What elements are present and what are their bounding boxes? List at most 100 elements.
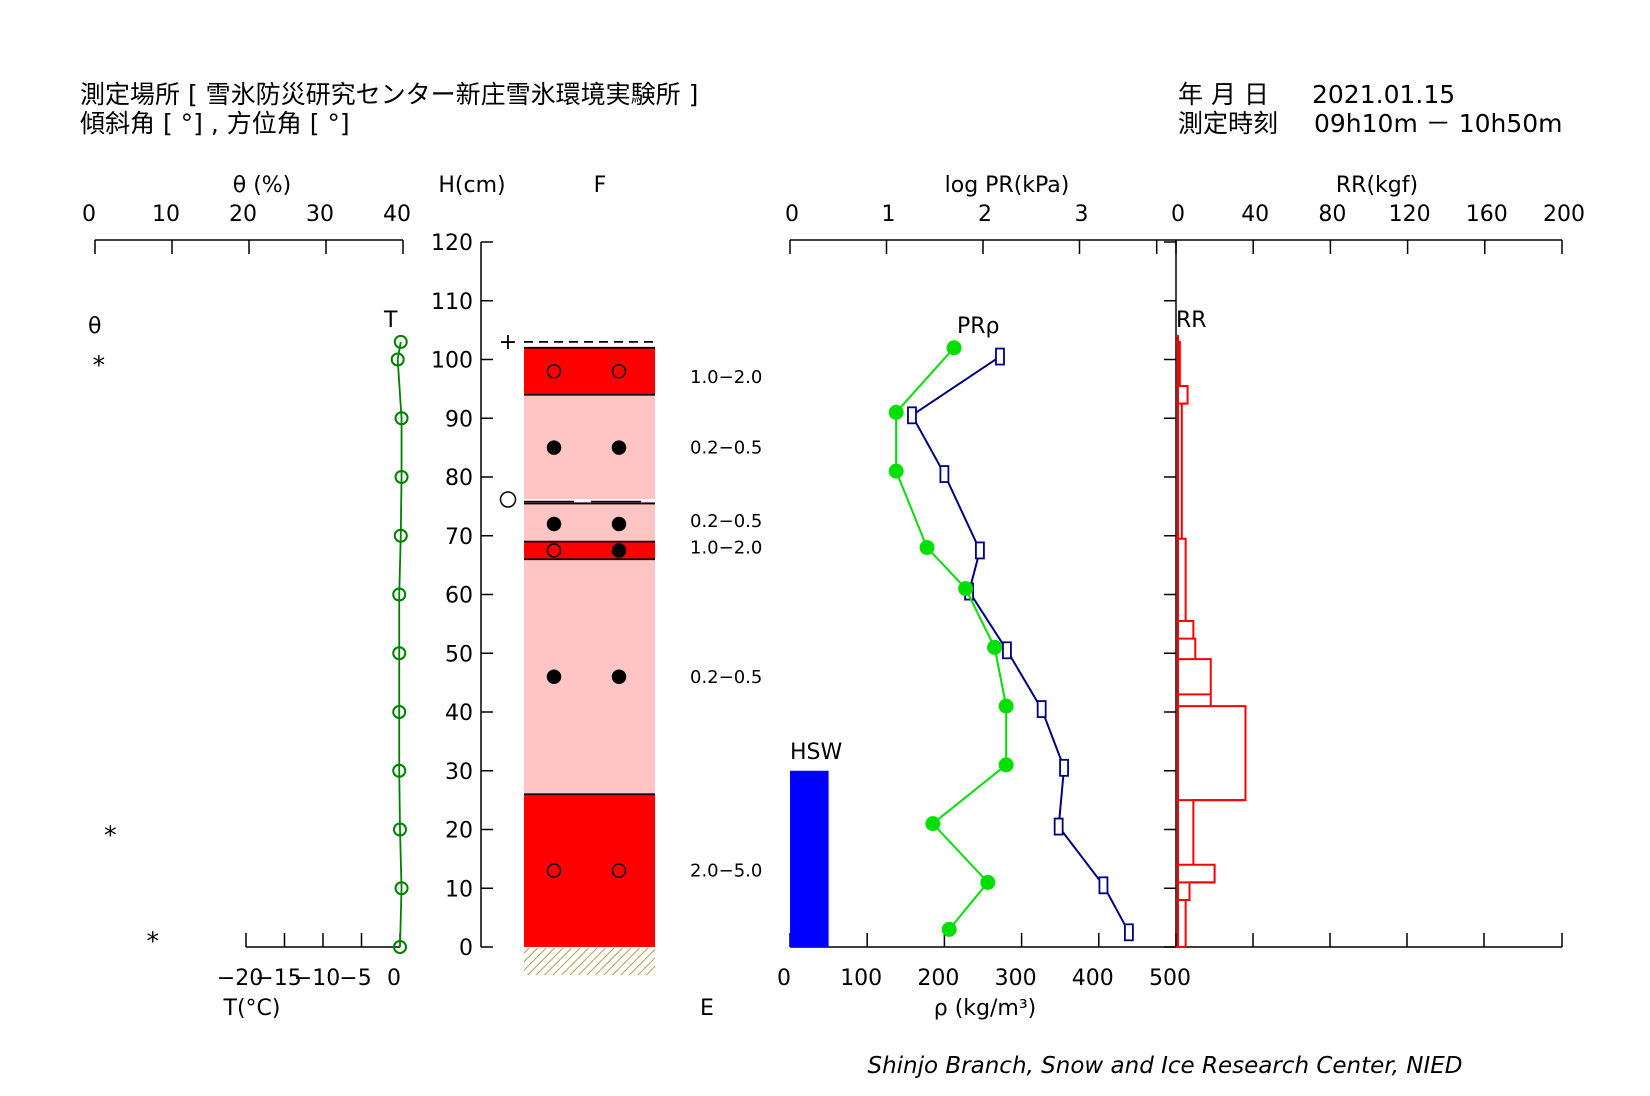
snow-layer: [524, 794, 655, 947]
temperature-point: [393, 528, 408, 543]
credit: Shinjo Branch, Snow and Ice Research Cen…: [867, 1053, 1462, 1079]
moisture-tick-label: 0: [82, 202, 96, 227]
height-tick-label: 100: [431, 349, 473, 374]
height-tick-label: 40: [445, 701, 473, 726]
grain-open-circle: [546, 543, 562, 558]
temperature-point: [393, 334, 408, 349]
svg-text:測定場所 [ 雪氷防災研究センター新庄雪氷環境実験所 ]: 測定場所 [ 雪氷防災研究センター新庄雪氷環境実験所 ]: [80, 80, 698, 109]
height-tick-label: 20: [445, 819, 473, 844]
pr-point: [888, 404, 904, 420]
pr-tick-label: 3: [1075, 202, 1089, 227]
density-point: [907, 406, 917, 425]
density-point: [1098, 876, 1109, 895]
temperature-tick-label: −5: [339, 966, 371, 991]
time-value: 09h10m － 10h50m: [1314, 109, 1563, 138]
pr-point: [980, 874, 996, 890]
pr-point: [998, 757, 1014, 773]
temperature-point: [392, 763, 407, 778]
rr-tick-label: 200: [1543, 202, 1585, 227]
density-point: [1124, 923, 1134, 942]
temperature-tick-label: −20: [217, 966, 263, 991]
surface-symbol: +: [499, 330, 517, 355]
rr-tick-label: 40: [1241, 202, 1269, 227]
pr-axis-title: log PR(kPa): [945, 173, 1070, 198]
grain-open-circle: [546, 364, 562, 379]
grain-filled-circle: [546, 516, 562, 532]
density-point: [1053, 817, 1064, 836]
grain-column-top-label: F: [594, 173, 607, 198]
density-tick-label: 200: [917, 966, 959, 991]
hsw-label: HSW: [790, 740, 843, 765]
moisture-marker: *: [104, 821, 117, 850]
ice-crust-symbol: [499, 491, 517, 508]
height-tick-label: 70: [445, 525, 473, 550]
date-value: 2021.01.15: [1312, 80, 1455, 109]
grain-column-bottom-label: E: [700, 996, 714, 1021]
pr-point: [941, 921, 957, 937]
height-tick-label: 50: [445, 642, 473, 667]
density-point: [1036, 700, 1047, 718]
temperature-label: T: [383, 308, 398, 333]
density-tick-label: 500: [1149, 966, 1191, 991]
temperature-point: [393, 940, 407, 954]
grain-open-circle: [546, 863, 562, 878]
temperature-line: [396, 341, 403, 948]
hsw-bar: [790, 770, 829, 947]
ground-hatch: [524, 948, 655, 975]
grain-filled-circle: [611, 669, 627, 684]
pr-tick-label: 0: [785, 202, 799, 227]
temperature-tick-label: 0: [387, 966, 401, 991]
temperature-point: [390, 352, 405, 367]
temperature-point: [392, 587, 407, 602]
temperature-axis-title: T(°C): [223, 996, 281, 1021]
time-label: 測定時刻: [1178, 109, 1278, 138]
temperature-point: [394, 470, 409, 484]
density-line: [910, 355, 1130, 933]
moisture-tick-label: 40: [383, 202, 411, 227]
pr-point: [958, 581, 974, 597]
grain-filled-circle: [546, 669, 562, 684]
height-tick-label: 120: [431, 231, 473, 256]
date-label: 年 月 日: [1178, 80, 1269, 109]
grain-open-circle: [611, 863, 627, 878]
pr-point: [987, 639, 1003, 655]
pr-line: [895, 347, 1008, 931]
location-label: 測定場所: [80, 80, 180, 109]
density-point: [995, 347, 1005, 366]
grain-filled-circle: [611, 440, 627, 455]
grain-size-label: 0.2−0.5: [690, 438, 762, 459]
rr-tick-label: 80: [1318, 202, 1346, 227]
height-tick-label: 60: [445, 584, 473, 609]
theta-label: θ: [88, 314, 101, 339]
grain-filled-circle: [611, 543, 627, 558]
density-tick-label: 300: [995, 966, 1037, 991]
height-tick-label: 110: [431, 290, 473, 315]
moisture-tick-label: 20: [229, 202, 257, 227]
height-tick-label: 10: [445, 877, 473, 902]
temperature-point: [394, 881, 409, 896]
pr-point: [998, 698, 1014, 714]
pr-tick-label: 2: [978, 202, 992, 227]
height-tick-label: 80: [445, 466, 473, 491]
grain-filled-circle: [546, 440, 562, 455]
pr-point: [946, 340, 962, 356]
moisture-marker: *: [147, 926, 160, 955]
snow-layer: [524, 394, 655, 504]
grain-filled-circle: [611, 516, 627, 532]
snow-layer: [524, 347, 655, 395]
density-tick-label: 400: [1072, 966, 1114, 991]
rr-tick-label: 0: [1171, 202, 1185, 227]
pr-point: [888, 463, 904, 479]
temperature-point: [394, 411, 409, 426]
density-point: [939, 465, 950, 483]
snow-layer: [524, 559, 655, 795]
height-tick-label: 90: [445, 407, 473, 432]
pr-point: [919, 540, 935, 555]
rr-tick-label: 160: [1466, 202, 1508, 227]
grain-size-label: 2.0−5.0: [690, 861, 762, 882]
location-value: 雪氷防災研究センター新庄雪氷環境実験所: [206, 80, 681, 109]
density-point: [1059, 758, 1069, 777]
header-left: 測定場所 [ 雪氷防災研究センター新庄雪氷環境実験所 ] 傾斜角 [ °] , …: [80, 80, 698, 138]
temperature-tick-label: −10: [294, 966, 340, 991]
